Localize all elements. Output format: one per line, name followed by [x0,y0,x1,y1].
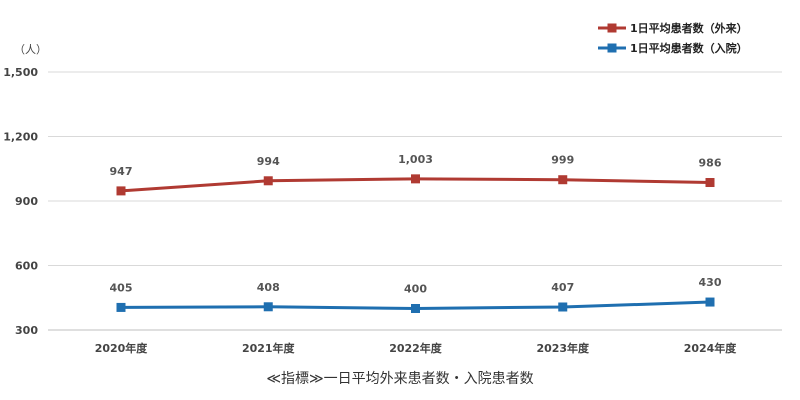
data-point [263,302,273,312]
y-axis-unit-label: （人） [14,43,47,56]
series-1: 947 994 1,003 999 986 [110,153,722,196]
data-label: 408 [257,281,280,294]
y-tick-label: 1,200 [3,131,38,144]
legend-marker-swatch [607,43,617,53]
y-tick-label: 600 [15,260,38,273]
data-label: 994 [257,155,280,168]
x-tick-label: 2023年度 [536,341,590,355]
data-label: 405 [110,281,133,294]
data-point [411,174,420,184]
data-point [705,297,715,307]
x-tick-label: 2022年度 [389,341,443,355]
data-label: 986 [699,157,722,170]
legend-label: 1日平均患者数（外来） [630,21,748,35]
legend-item: 1日平均患者数（外来） [598,21,748,35]
data-label: 407 [551,281,574,294]
chart-caption: ≪指標≫一日平均外来患者数・入院患者数 [266,371,534,387]
data-point [116,302,126,312]
data-point [558,175,568,185]
data-point [263,176,273,186]
data-label: 999 [551,154,574,167]
y-tick-label: 300 [15,324,38,337]
data-point [558,302,568,312]
legend-marker-swatch [607,23,617,33]
data-point [411,304,420,313]
x-tick-label: 2020年度 [95,341,149,355]
series-group: 947 994 1,003 999 986 405 408 400 407 430 [110,153,722,313]
y-tick-label: 1,500 [3,66,38,79]
x-tick-label: 2024年度 [684,341,738,355]
x-tick-label: 2021年度 [242,341,296,355]
gridlines [48,71,782,331]
data-label: 400 [404,283,427,296]
data-label: 1,003 [398,153,433,166]
series-2: 405 408 400 407 430 [110,276,722,313]
legend-label: 1日平均患者数（入院） [630,41,748,55]
y-tick-label: 900 [15,195,38,208]
y-axis-ticks: 300 600 900 1,200 1,500 [3,66,38,337]
data-label: 430 [699,276,722,289]
data-point [116,186,126,196]
legend-item: 1日平均患者数（入院） [598,41,748,55]
data-label: 947 [110,165,133,178]
data-point [705,178,715,188]
x-axis-ticks: 2020年度 2021年度 2022年度 2023年度 2024年度 [95,341,738,355]
legend: 1日平均患者数（外来） 1日平均患者数（入院） [598,21,748,55]
